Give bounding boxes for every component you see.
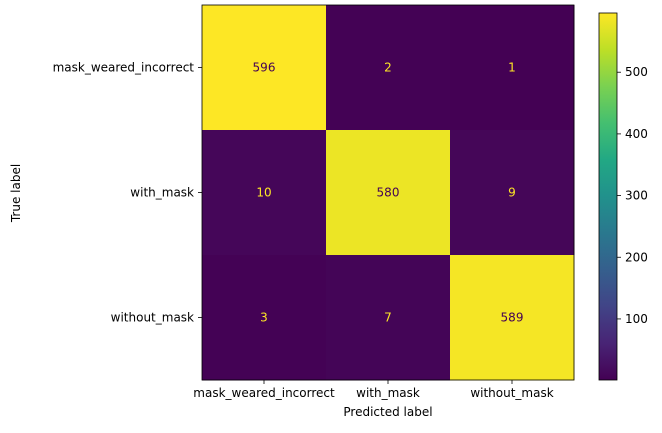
heatmap-cell xyxy=(450,130,575,256)
x-tick-label: without_mask xyxy=(470,386,553,400)
x-tick-label: mask_weared_incorrect xyxy=(193,386,335,400)
heatmap-cell xyxy=(326,5,451,131)
colorbar-tick-label: 400 xyxy=(625,127,648,141)
x-axis: mask_weared_incorrect with_mask without_ma… xyxy=(193,380,554,400)
cell-value-label: 589 xyxy=(501,311,524,325)
colorbar: 100 200 300 400 500 xyxy=(598,12,648,381)
y-tick-label: mask_weared_incorrect xyxy=(53,61,195,75)
heatmap-cell xyxy=(326,255,451,381)
colorbar-tick-label: 500 xyxy=(625,65,648,79)
x-axis-label: Predicted label xyxy=(343,405,432,419)
cell-value-label: 9 xyxy=(508,186,516,200)
y-axis: mask_weared_incorrect with_mask without_ma… xyxy=(53,61,202,325)
cell-value-label: 10 xyxy=(256,186,271,200)
cell-value-label: 7 xyxy=(384,311,392,325)
colorbar-tick-label: 300 xyxy=(625,189,648,203)
y-tick-label: without_mask xyxy=(111,311,194,325)
heatmap-cell xyxy=(202,5,327,131)
y-tick-label: with_mask xyxy=(130,186,194,200)
colorbar-tick-label: 200 xyxy=(625,250,648,264)
colorbar-ticks: 100 200 300 400 500 xyxy=(617,65,648,326)
colorbar-frame xyxy=(598,12,618,381)
matrix-cells xyxy=(202,5,575,381)
x-tick-label: with_mask xyxy=(356,386,420,400)
cell-value-label: 580 xyxy=(377,186,400,200)
heatmap-cell xyxy=(202,255,327,381)
colorbar-tick-label: 100 xyxy=(625,312,648,326)
heatmap-cell xyxy=(450,5,575,131)
cell-annotations: 596 2 1 10 580 9 3 7 589 xyxy=(253,61,524,325)
heatmap-cell xyxy=(450,255,575,381)
cell-value-label: 3 xyxy=(260,311,268,325)
colorbar-gradient xyxy=(599,13,617,380)
heatmap-cell xyxy=(326,130,451,256)
heatmap-cell xyxy=(202,130,327,256)
cell-value-label: 596 xyxy=(253,61,276,75)
cell-value-label: 2 xyxy=(384,61,392,75)
cell-value-label: 1 xyxy=(508,61,516,75)
y-axis-label: True label xyxy=(9,164,23,223)
